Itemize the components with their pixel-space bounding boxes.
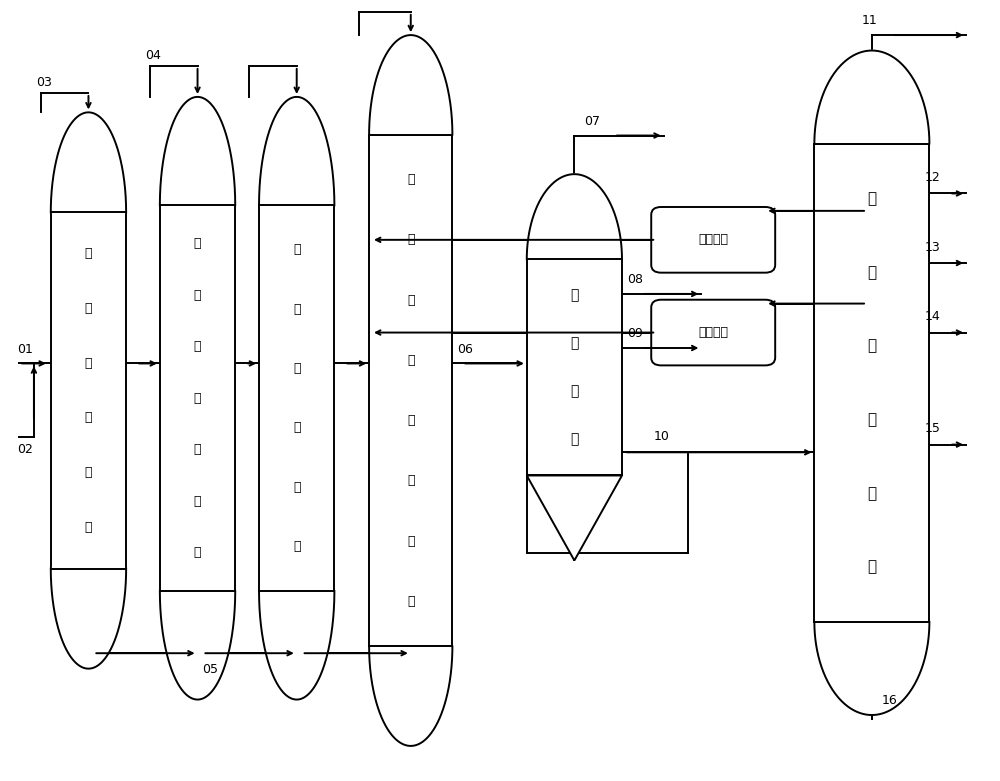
Text: 反: 反 [407,474,415,487]
Text: 反: 反 [85,412,92,424]
Polygon shape [369,647,452,746]
Text: 剂: 剂 [407,414,415,427]
Text: 催: 催 [407,294,415,307]
Text: 16: 16 [882,694,898,708]
Polygon shape [527,476,622,561]
Text: 应: 应 [85,466,92,480]
Text: 化: 化 [867,265,876,280]
Text: 01: 01 [17,343,33,355]
Text: 脉: 脉 [293,244,300,256]
Polygon shape [51,112,126,212]
Polygon shape [259,591,334,700]
Polygon shape [814,622,929,715]
Text: 12: 12 [924,171,940,184]
Polygon shape [369,35,452,134]
Bar [814,144,929,622]
Text: 15: 15 [924,423,940,435]
Text: 预处理器: 预处理器 [698,234,728,246]
Text: 08: 08 [627,273,643,286]
Text: 其: 其 [407,173,415,186]
Bar [51,212,126,569]
Text: 13: 13 [924,241,940,254]
Text: 反: 反 [293,422,300,434]
Text: 05: 05 [203,663,219,676]
Text: 06: 06 [457,343,473,355]
Text: 02: 02 [17,443,33,456]
Polygon shape [259,97,334,205]
Text: 10: 10 [654,430,670,443]
Text: 07: 07 [584,115,600,128]
Text: 脉: 脉 [194,237,201,251]
Text: 11: 11 [862,14,878,27]
Polygon shape [160,591,235,700]
Polygon shape [814,51,929,144]
Text: 器: 器 [85,521,92,534]
Bar [160,205,235,591]
Text: 硫: 硫 [293,303,300,316]
Text: 催: 催 [867,191,876,206]
Polygon shape [527,174,622,259]
Text: 04: 04 [145,49,161,62]
Text: 裂: 裂 [867,338,876,354]
Text: 应: 应 [293,481,300,494]
Text: 化: 化 [867,412,876,427]
Text: 离: 离 [570,337,579,351]
Text: 金: 金 [194,289,201,302]
Text: 应: 应 [407,534,415,547]
Text: 剂: 剂 [293,362,300,375]
Text: 剂: 剂 [194,392,201,405]
Text: 属: 属 [194,341,201,353]
Text: 应: 应 [194,494,201,508]
Polygon shape [160,97,235,205]
Text: 器: 器 [194,546,201,559]
Bar [527,259,622,476]
Text: 03: 03 [36,77,52,89]
FancyBboxPatch shape [651,300,775,366]
Polygon shape [51,569,126,669]
Text: 反: 反 [194,443,201,456]
Text: 14: 14 [924,310,940,323]
Text: 剂: 剂 [85,357,92,369]
Text: 置: 置 [570,433,579,447]
Text: 他: 他 [407,234,415,247]
Text: 分: 分 [570,288,579,302]
Text: 09: 09 [627,327,643,341]
Text: 装: 装 [867,486,876,501]
Text: 化: 化 [407,354,415,367]
Text: 预处理器: 预处理器 [698,326,728,339]
Text: 装: 装 [570,384,579,398]
Bar [259,205,334,591]
Text: 护: 护 [85,301,92,315]
Text: 器: 器 [293,540,300,553]
Text: 置: 置 [867,559,876,574]
Text: 器: 器 [407,595,415,608]
FancyBboxPatch shape [651,207,775,273]
Text: 保: 保 [85,247,92,260]
Bar [369,134,452,647]
